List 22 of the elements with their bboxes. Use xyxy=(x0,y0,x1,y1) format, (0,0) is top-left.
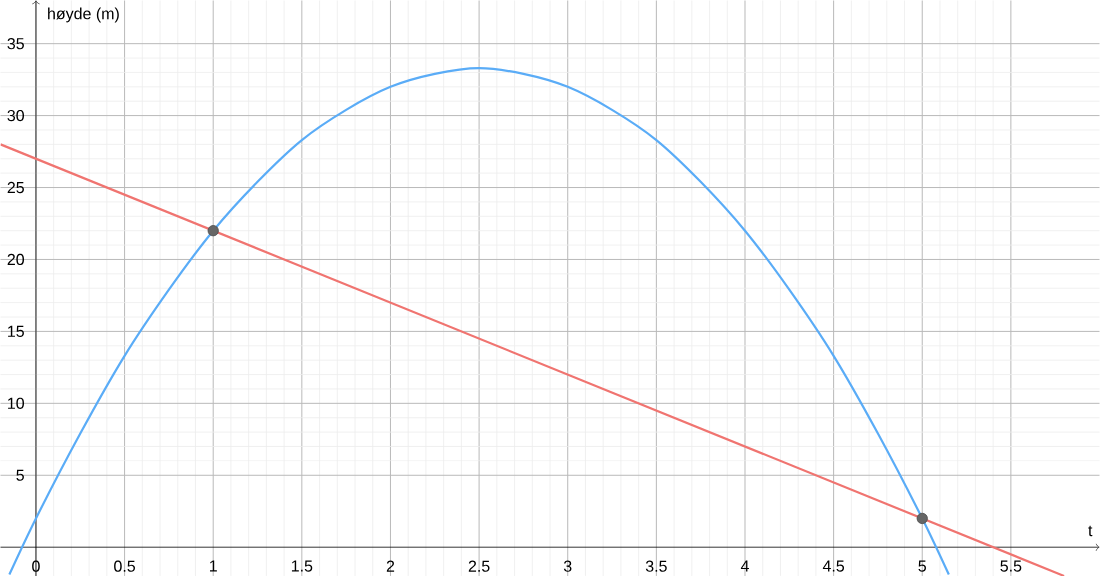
y-tick-label: 5 xyxy=(16,469,24,482)
x-tick-label: 4 xyxy=(740,560,749,572)
x-tick-label: 5.5 xyxy=(1000,560,1022,572)
x-axis-title: t xyxy=(1088,525,1093,537)
y-tick-label: 25 xyxy=(7,182,24,194)
x-tick-label: 3 xyxy=(563,560,572,573)
y-axis-title: høyde (m) xyxy=(48,7,119,23)
x-tick-label: 1.5 xyxy=(291,560,313,572)
x-tick-label: 0.5 xyxy=(114,560,136,573)
line-series xyxy=(8,67,950,576)
y-tick-label: 35 xyxy=(7,38,24,50)
x-tick-label: 3.5 xyxy=(645,560,667,573)
y-tick-label: 30 xyxy=(7,110,25,122)
x-tick-label: 4.5 xyxy=(822,560,845,572)
x-tick-label: 0 xyxy=(32,560,40,573)
x-tick-label: 1 xyxy=(209,560,217,572)
x-tick-label: 2.5 xyxy=(468,560,490,573)
y-tick-label: 15 xyxy=(8,326,24,338)
x-tick-label: 2 xyxy=(386,560,395,572)
x-tick-label: 5 xyxy=(918,560,927,572)
y-tick-label: 10 xyxy=(8,397,25,410)
y-tick-label: 20 xyxy=(7,254,25,266)
